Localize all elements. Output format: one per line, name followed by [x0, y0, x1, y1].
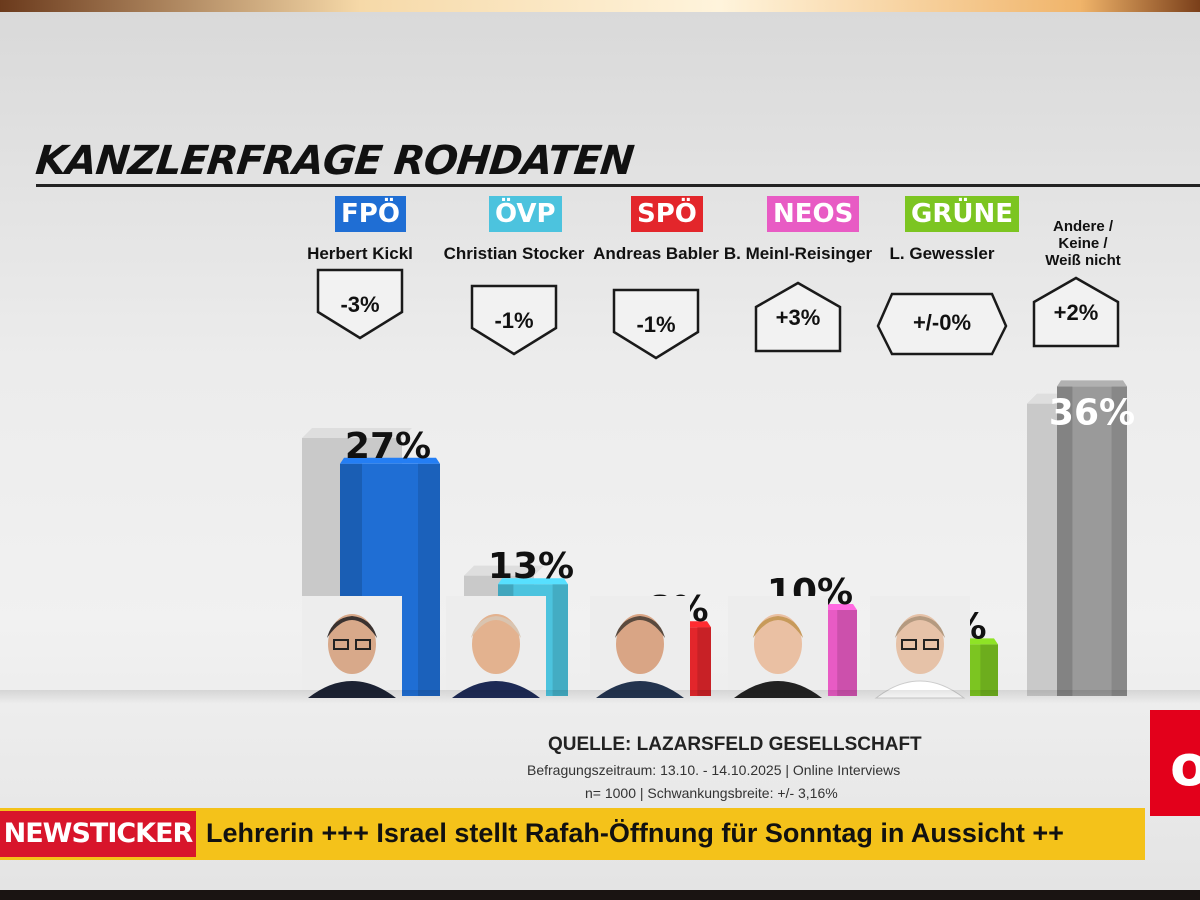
- candidate-photo: [870, 596, 970, 699]
- change-shape: [1032, 276, 1120, 348]
- bar-left-facet: [1057, 386, 1073, 696]
- candidate-name: B. Meinl-Reisinger: [723, 244, 873, 263]
- change-indicator: +/-0%: [876, 292, 1008, 356]
- change-shape: [316, 268, 404, 340]
- other-label: Andere / Keine / Weiß nicht: [1038, 218, 1128, 269]
- photo-hair: [895, 616, 945, 638]
- change-indicator: -1%: [612, 288, 700, 360]
- bar-right-facet: [552, 584, 568, 696]
- bar-right-facet: [1111, 386, 1127, 696]
- source-sample: n= 1000 | Schwankungsbreite: +/- 3,16%: [585, 785, 838, 801]
- value-label: 36%: [1049, 392, 1135, 433]
- party-badge: FPÖ: [335, 196, 406, 232]
- ticker-label: NEWSTICKER: [0, 811, 196, 857]
- change-value: +2%: [1054, 300, 1099, 325]
- photo-shoulders: [596, 681, 684, 698]
- bar-top: [340, 457, 440, 464]
- change-value: +3%: [776, 305, 821, 330]
- other-label-line: Keine /: [1058, 235, 1108, 252]
- change-indicator: +3%: [754, 281, 842, 353]
- photo-shoulders: [452, 681, 540, 698]
- tv-screen: [0, 10, 1200, 890]
- change-value: -3%: [340, 292, 379, 317]
- photo-glasses: [333, 639, 349, 650]
- logo-letter: o: [1170, 734, 1200, 799]
- candidate-photo: [728, 596, 828, 698]
- ceiling-light: [0, 0, 1200, 12]
- photo-face: [328, 614, 376, 674]
- floor-shadow: [0, 690, 1200, 704]
- photo-shoulders: [308, 681, 396, 698]
- photo-hair: [471, 616, 521, 638]
- photo-shoulders: [734, 681, 822, 698]
- photo-hair: [327, 616, 377, 638]
- change-shape: [876, 292, 1008, 356]
- candidate-name: Christian Stocker: [443, 244, 585, 263]
- photo-glasses: [355, 639, 371, 650]
- photo-face: [896, 614, 944, 674]
- change-shape: [754, 281, 842, 353]
- photo-glasses: [901, 639, 917, 650]
- photo-glasses: [923, 639, 939, 650]
- previous-bar-top: [464, 565, 544, 576]
- other-label-line: Andere /: [1052, 218, 1113, 235]
- bar-right-facet: [837, 610, 857, 696]
- photo-face: [472, 614, 520, 674]
- title-underline: [36, 184, 1200, 187]
- photo-face: [754, 614, 802, 674]
- party-badge: GRÜNE: [905, 196, 1019, 232]
- photo-shoulders: [874, 680, 966, 699]
- candidate-photo: [446, 596, 546, 698]
- other-label-line: Weiß nicht: [1045, 252, 1121, 269]
- bar-top: [498, 578, 568, 585]
- ticker-text: Lehrerin +++ Israel stellt Rafah-Öffnung…: [206, 818, 1064, 848]
- bar-right-facet: [418, 463, 440, 696]
- source-period: Befragungszeitraum: 13.10. - 14.10.2025 …: [527, 762, 901, 778]
- party-badge: NEOS: [767, 196, 860, 232]
- candidate-name: Herbert Kickl: [307, 244, 413, 263]
- candidate-name: L. Gewessler: [889, 244, 995, 263]
- change-value: -1%: [494, 308, 533, 333]
- candidate-photo: [590, 596, 690, 698]
- change-indicator: -3%: [316, 268, 404, 340]
- bar-right-facet: [697, 627, 711, 696]
- change-indicator: +2%: [1032, 276, 1120, 348]
- candidate-photo: [302, 596, 402, 698]
- change-value: -1%: [636, 312, 675, 337]
- change-shape: [612, 288, 700, 360]
- party-badge: ÖVP: [489, 196, 562, 232]
- source-title: QUELLE: LAZARSFELD GESELLSCHAFT: [548, 734, 922, 755]
- change-shape: [470, 284, 558, 356]
- bar-top: [1057, 380, 1127, 387]
- bezel: [0, 890, 1200, 900]
- value-label: 27%: [345, 426, 431, 467]
- value-label: 13%: [488, 546, 574, 587]
- previous-bar-top: [302, 428, 412, 438]
- photo-hair: [615, 616, 665, 638]
- bar-right-facet: [980, 644, 998, 696]
- photo-face: [616, 614, 664, 674]
- candidate-name: Andreas Babler: [593, 244, 719, 263]
- photo-hair: [753, 616, 803, 638]
- party-badge: SPÖ: [631, 196, 703, 232]
- change-indicator: -1%: [470, 284, 558, 356]
- channel-logo: o: [1150, 710, 1200, 816]
- change-value: +/-0%: [913, 310, 971, 335]
